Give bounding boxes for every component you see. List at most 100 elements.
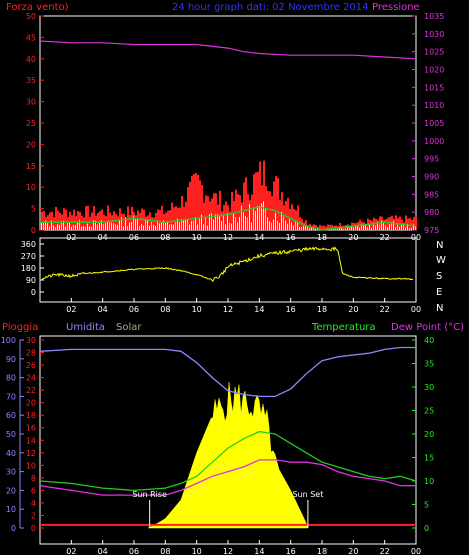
wind-speed-bar bbox=[239, 216, 240, 230]
wind-speed-bar bbox=[277, 220, 278, 230]
wind-gust-bar bbox=[189, 181, 191, 230]
wind-gust-bar bbox=[43, 211, 45, 230]
rain-y-tick-label-10: 10 bbox=[26, 461, 36, 470]
wind-gust-bar bbox=[83, 217, 85, 230]
humidity-axis-label: Umidita bbox=[66, 322, 105, 333]
wind-speed-bar bbox=[143, 225, 144, 230]
wind-gust-bar bbox=[69, 211, 71, 230]
pressure-y-tick-label-1000: 1000 bbox=[424, 137, 444, 146]
wind-y-tick-label-20: 20 bbox=[26, 140, 36, 149]
wind-speed-bar bbox=[69, 222, 70, 230]
wind-speed-bar bbox=[99, 221, 100, 230]
wind-gust-bar bbox=[413, 217, 415, 230]
wind-speed-bar bbox=[121, 216, 122, 230]
rain-y-tick-label-14: 14 bbox=[26, 436, 36, 445]
wind-speed-bar bbox=[367, 227, 368, 230]
dir-label-n-bottom: N bbox=[436, 303, 443, 314]
wind-speed-bar bbox=[59, 225, 60, 230]
wind-speed-bar bbox=[341, 227, 342, 230]
wind-gust-bar bbox=[57, 210, 59, 230]
sunrise-label: Sun Rise bbox=[132, 490, 167, 499]
wind-speed-bar bbox=[197, 224, 198, 230]
wind-speed-bar bbox=[311, 227, 312, 230]
dir-x-tick-label-12: 12 bbox=[223, 305, 233, 314]
wind-gust-bar bbox=[55, 206, 57, 230]
wind-speed-bar bbox=[233, 213, 234, 230]
humidity-line bbox=[39, 346, 416, 398]
wind-speed-bar bbox=[387, 227, 388, 230]
wind-speed-bar bbox=[91, 226, 92, 230]
wind-gust-bar bbox=[183, 206, 185, 230]
wind-speed-bar bbox=[349, 227, 350, 230]
wind-speed-bar bbox=[127, 225, 128, 230]
rain-y-tick-label-26: 26 bbox=[26, 361, 36, 370]
wind-speed-bar bbox=[303, 226, 304, 230]
wind-speed-bar bbox=[93, 220, 94, 230]
wind-x-tick-label-08: 08 bbox=[160, 233, 170, 242]
wind-gust-bar bbox=[387, 217, 389, 230]
wind-speed-bar bbox=[129, 222, 130, 230]
wind-gust-bar bbox=[263, 160, 265, 230]
wind-speed-bar bbox=[251, 222, 252, 230]
wind-gust-bar bbox=[161, 205, 163, 230]
dir-x-tick-label-14: 14 bbox=[254, 305, 264, 314]
pressure-y-tick-label-1025: 1025 bbox=[424, 48, 444, 57]
wind-speed-bar bbox=[345, 228, 346, 230]
wind-gust-bar bbox=[111, 215, 113, 230]
wind-speed-bar bbox=[395, 227, 396, 230]
wind-gust-bar bbox=[255, 172, 257, 230]
wind-speed-bar bbox=[75, 225, 76, 230]
wind-speed-bar bbox=[269, 221, 270, 230]
wind-gust-bar bbox=[179, 207, 181, 230]
wind-speed-bar bbox=[281, 212, 282, 230]
rain-y-tick-label-8: 8 bbox=[31, 474, 36, 483]
wind-speed-bar bbox=[63, 220, 64, 230]
wind-gust-bar bbox=[395, 215, 397, 230]
wind-speed-bar bbox=[307, 226, 308, 230]
wind-speed-bar bbox=[163, 220, 164, 230]
wind-y-tick-label-50: 50 bbox=[26, 12, 36, 21]
wind-gust-bar bbox=[193, 173, 195, 230]
wind-gust-bar bbox=[203, 202, 205, 230]
wind-gust-bar bbox=[371, 220, 373, 230]
wind-speed-bar bbox=[243, 212, 244, 230]
pressure-y-tick-label-1035: 1035 bbox=[424, 12, 444, 21]
wind-gust-bar bbox=[339, 222, 341, 230]
dew-point-line bbox=[39, 459, 416, 496]
wind-speed-bar bbox=[43, 222, 44, 230]
weather-x-tick-label-14: 14 bbox=[254, 547, 264, 555]
wind-speed-bar bbox=[57, 224, 58, 230]
wind-speed-bar bbox=[117, 224, 118, 230]
wind-speed-bar bbox=[83, 226, 84, 230]
pressure-y-tick-label-1005: 1005 bbox=[424, 119, 444, 128]
temp-y-tick-label-5: 5 bbox=[424, 501, 429, 510]
pressure-y-tick-label-1030: 1030 bbox=[424, 30, 444, 39]
wind-gust-bar bbox=[105, 216, 107, 230]
sunset-label: Sun Set bbox=[292, 490, 323, 499]
wind-speed-bar bbox=[391, 221, 392, 230]
wind-gust-bar bbox=[87, 205, 89, 230]
wind-speed-bar bbox=[353, 227, 354, 230]
wind-speed-bar bbox=[257, 205, 258, 230]
wind-gust-bar bbox=[305, 220, 307, 230]
wind-gust-bar bbox=[295, 210, 297, 230]
wind-gust-bar bbox=[99, 211, 101, 230]
wind-gust-bar bbox=[231, 191, 233, 230]
rain-y-tick-label-2: 2 bbox=[31, 511, 36, 520]
wind-direction-plot: 0 90 180 270 360 02 04 06 08 10 12 14 16 18 20 22 00 bbox=[21, 240, 421, 314]
wind-speed-bar bbox=[185, 219, 186, 230]
wind-speed-bar bbox=[187, 219, 188, 230]
wind-speed-bar bbox=[137, 218, 138, 230]
dir-x-tick-label-18: 18 bbox=[317, 305, 327, 314]
rain-y-tick-label-20: 20 bbox=[26, 399, 36, 408]
pressure-y-tick-label-975: 975 bbox=[424, 226, 439, 235]
wind-speed-bar bbox=[409, 228, 410, 230]
wind-speed-bar bbox=[101, 220, 102, 230]
wind-speed-bar bbox=[87, 223, 88, 230]
wind-x-tick-label-14: 14 bbox=[254, 233, 264, 242]
wind-speed-bar bbox=[161, 222, 162, 230]
wind-gust-bar bbox=[323, 225, 325, 230]
wind-speed-bar bbox=[407, 223, 408, 230]
wind-gust-bar bbox=[97, 212, 99, 230]
wind-speed-bar bbox=[275, 212, 276, 230]
